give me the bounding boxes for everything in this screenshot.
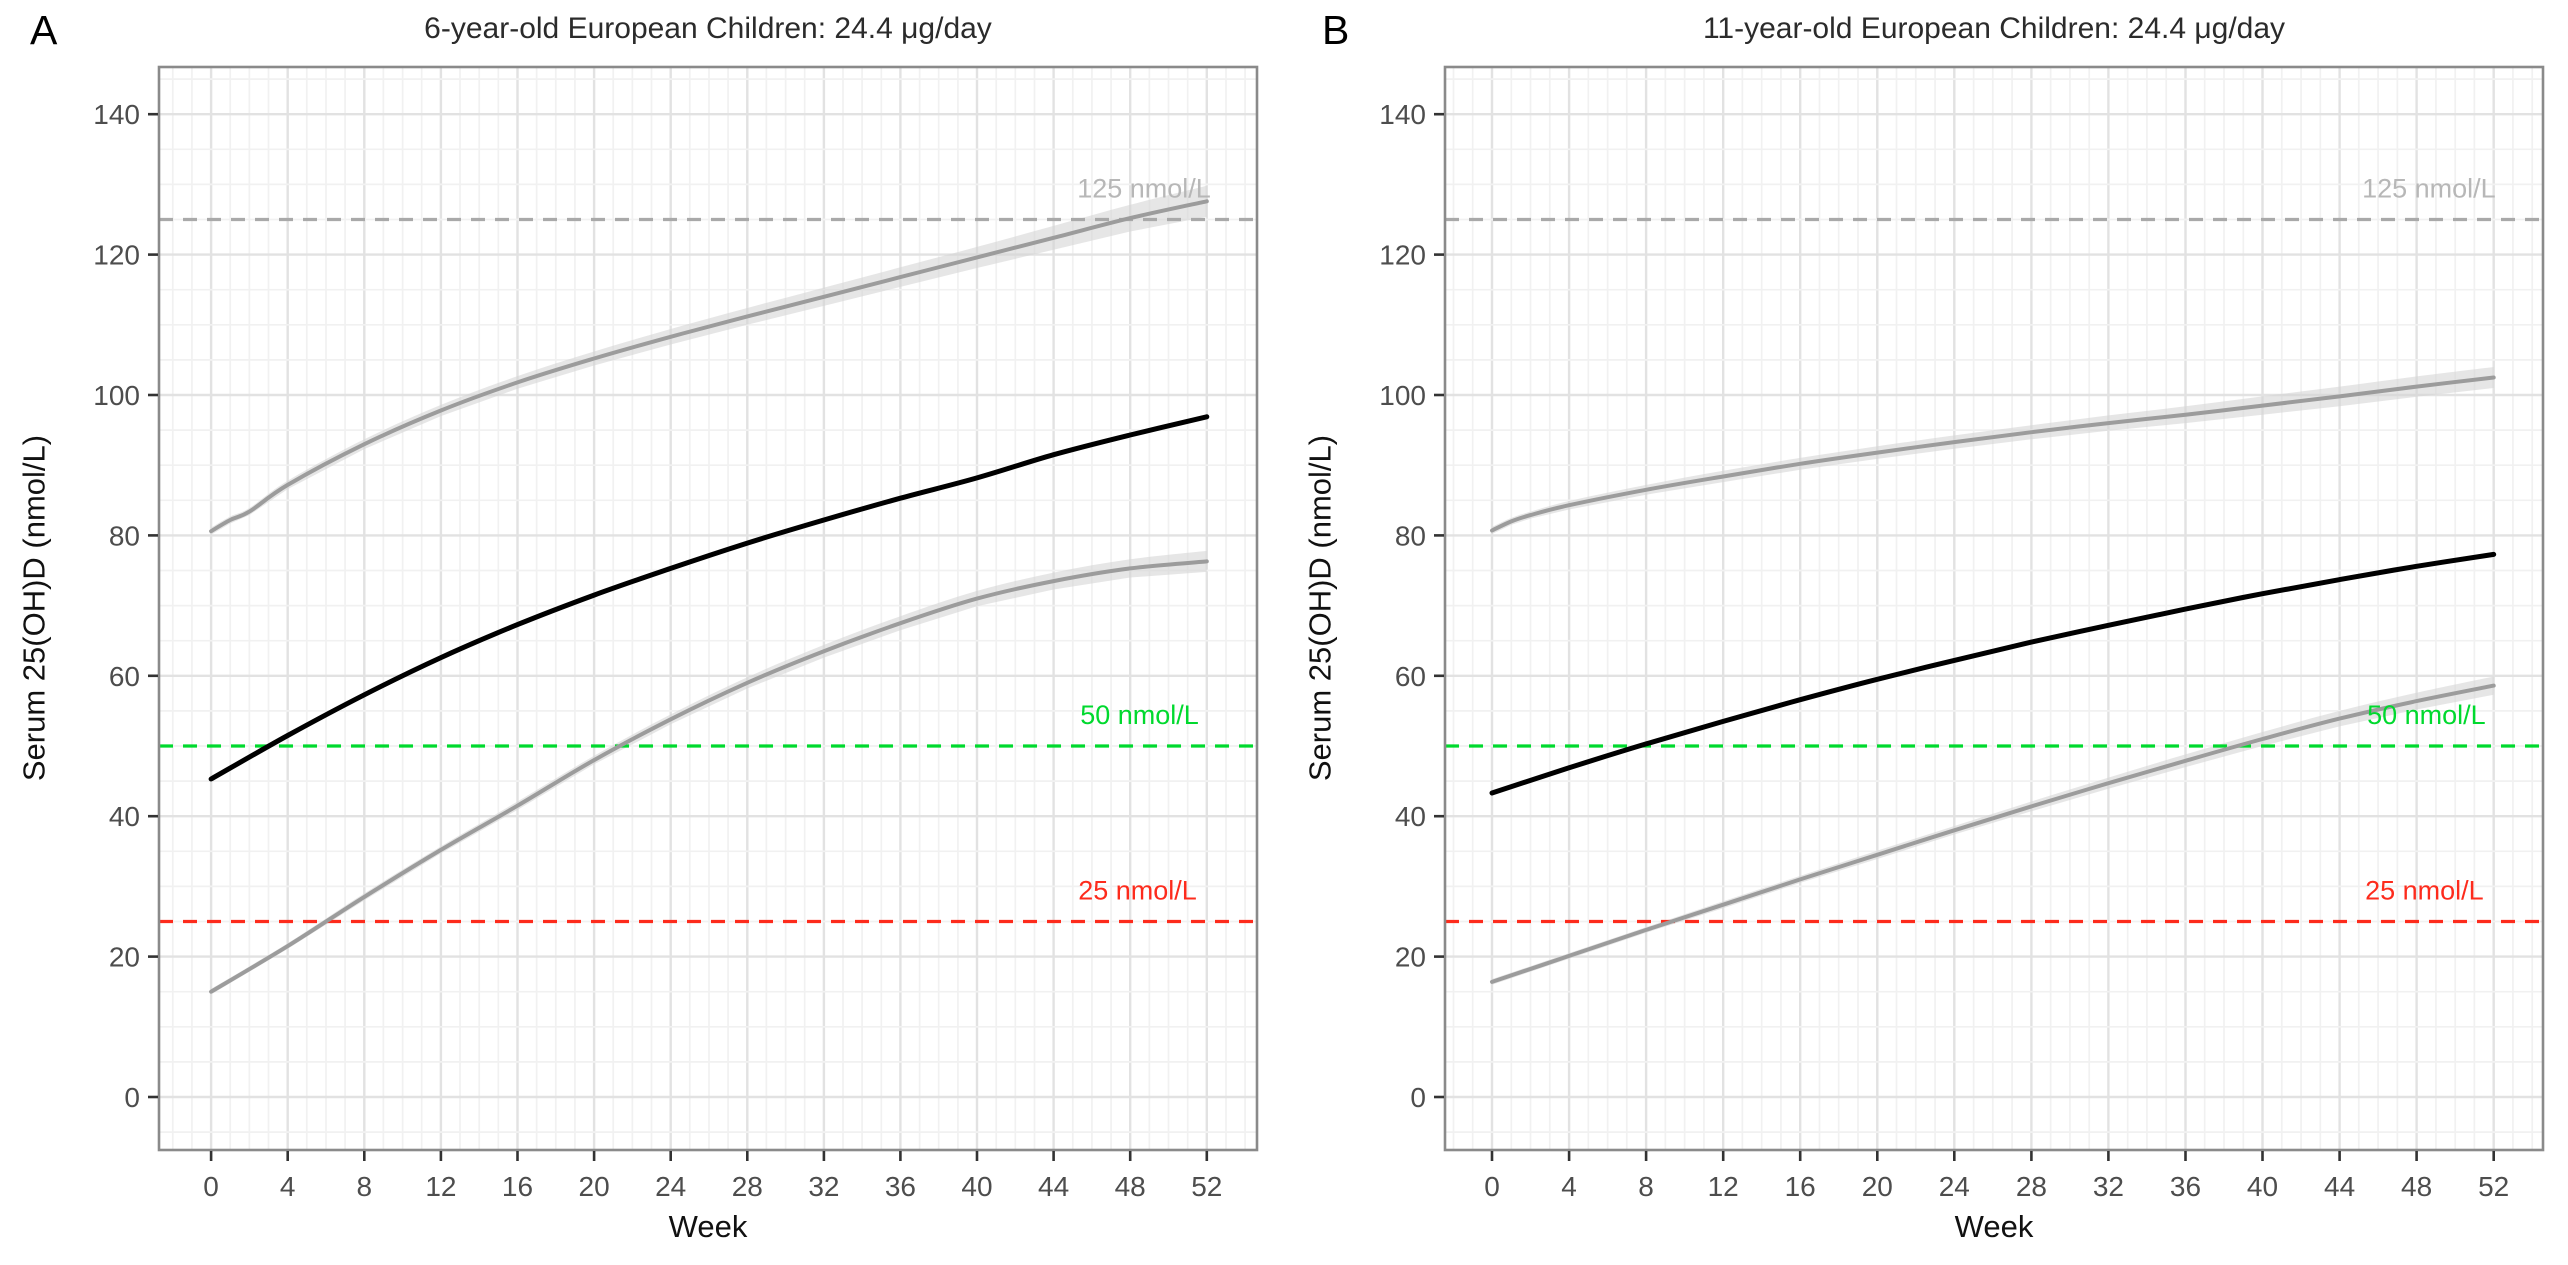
svg-text:20: 20	[579, 1171, 610, 1202]
panel-a-gridlines	[159, 67, 1257, 1150]
svg-text:0: 0	[203, 1171, 219, 1202]
panel-a-background	[159, 67, 1257, 1150]
svg-text:140: 140	[93, 99, 140, 130]
panel-a-upper-percentile-curve	[209, 199, 1209, 534]
panel-a-tag: A	[30, 7, 58, 53]
panel-a-axis-ticks: 0 4 8 12 16 20 24 28 32 36 40 44 48 52020406080100120…	[93, 99, 1222, 1202]
svg-text:44: 44	[2324, 1171, 2355, 1202]
svg-text:0: 0	[1484, 1171, 1500, 1202]
svg-text:36: 36	[885, 1171, 916, 1202]
panel-a-threshold-label: 25 nmol/L	[1078, 876, 1197, 906]
panel-b-confidence-ribbons	[1492, 367, 2494, 985]
panel-b-gridlines	[1445, 67, 2543, 1150]
panel-a-y-axis-label: Serum 25(OH)D (nmol/L)	[16, 434, 52, 782]
panel-b-threshold-label: 25 nmol/L	[2365, 876, 2484, 906]
svg-text:48: 48	[1115, 1171, 1146, 1202]
svg-text:40: 40	[961, 1171, 992, 1202]
panel-b-border	[1443, 65, 2545, 1152]
panel-b-threshold-lines	[1445, 217, 2543, 924]
svg-text:52: 52	[2478, 1171, 2509, 1202]
svg-text:28: 28	[2016, 1171, 2047, 1202]
svg-text:140: 140	[1379, 99, 1426, 130]
panel-b-threshold-label: 125 nmol/L	[2362, 174, 2496, 204]
svg-text:52: 52	[1191, 1171, 1222, 1202]
svg-text:120: 120	[93, 240, 140, 271]
svg-text:80: 80	[109, 520, 140, 551]
svg-text:20: 20	[109, 942, 140, 973]
panel-a-confidence-ribbons	[211, 185, 1207, 995]
panel-b-title: 11-year-old European Children: 24.4 μg/d…	[1702, 12, 2286, 45]
svg-text:44: 44	[1038, 1171, 1069, 1202]
svg-text:20: 20	[1395, 942, 1426, 973]
svg-text:24: 24	[655, 1171, 686, 1202]
svg-text:36: 36	[2170, 1171, 2201, 1202]
panel-a-threshold-lines	[159, 217, 1257, 924]
panel-b-curves	[1489, 375, 2497, 984]
svg-text:8: 8	[1638, 1171, 1654, 1202]
svg-text:24: 24	[1939, 1171, 1970, 1202]
svg-text:8: 8	[357, 1171, 373, 1202]
panel-b-y-axis-label: Serum 25(OH)D (nmol/L)	[1302, 434, 1338, 782]
svg-text:28: 28	[732, 1171, 763, 1202]
svg-text:80: 80	[1395, 520, 1426, 551]
svg-text:40: 40	[109, 801, 140, 832]
panel-a-title: 6-year-old European Children: 24.4 μg/da…	[424, 12, 992, 45]
svg-text:12: 12	[425, 1171, 456, 1202]
panel-a-lower-percentile-curve	[209, 559, 1209, 994]
svg-text:40: 40	[1395, 801, 1426, 832]
svg-text:32: 32	[2093, 1171, 2124, 1202]
svg-text:16: 16	[502, 1171, 533, 1202]
panel-a-threshold-labels: 125 nmol/L 50 nmol/L 25 nmol/L	[1077, 174, 1211, 906]
panel-b-threshold-label: 50 nmol/L	[2367, 700, 2486, 730]
panel-a-threshold-label: 125 nmol/L	[1077, 174, 1211, 204]
svg-text:60: 60	[1395, 661, 1426, 692]
panel-b-mean-curve	[1489, 551, 2497, 796]
panel-b-x-axis-label: Week	[1954, 1209, 2034, 1244]
panel-a-threshold-label: 50 nmol/L	[1080, 700, 1199, 730]
svg-text:48: 48	[2401, 1171, 2432, 1202]
svg-text:60: 60	[109, 661, 140, 692]
svg-text:12: 12	[1708, 1171, 1739, 1202]
svg-text:40: 40	[2247, 1171, 2278, 1202]
svg-text:4: 4	[280, 1171, 296, 1202]
svg-text:120: 120	[1379, 240, 1426, 271]
panel-b-tag: B	[1322, 7, 1350, 53]
svg-text:0: 0	[124, 1082, 140, 1113]
svg-text:100: 100	[1379, 380, 1426, 411]
panel-a-curves	[208, 199, 1210, 994]
svg-text:100: 100	[93, 380, 140, 411]
panel-a-mean-curve	[208, 414, 1210, 782]
panel-b-axis-ticks: 0 4 8 12 16 20 24 28 32 36 40 44 48 52020406080100120…	[1379, 99, 2509, 1202]
svg-text:32: 32	[808, 1171, 839, 1202]
svg-text:0: 0	[1410, 1082, 1426, 1113]
panel-a-border	[157, 65, 1259, 1152]
svg-text:4: 4	[1561, 1171, 1577, 1202]
svg-text:20: 20	[1862, 1171, 1893, 1202]
svg-text:16: 16	[1785, 1171, 1816, 1202]
panel-b-threshold-labels: 125 nmol/L 50 nmol/L 25 nmol/L	[2362, 174, 2496, 906]
panel-b-upper-percentile-curve	[1490, 375, 2496, 533]
panel-b-lower-percentile-curve	[1490, 683, 2496, 984]
panel-b-background	[1445, 67, 2543, 1150]
panel-a-x-axis-label: Week	[668, 1209, 748, 1244]
